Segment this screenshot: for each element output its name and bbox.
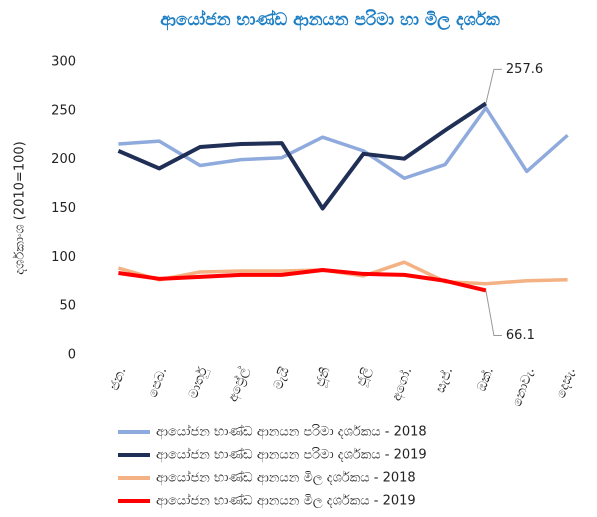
x-tick-label: දෙසැ. — [554, 365, 579, 400]
legend-label: ආයෝජන භාණ්ඩ ආනයන පරිමා දර්ශකය - 2018 — [156, 423, 427, 439]
x-tick-label: මැයි — [271, 365, 293, 392]
series-line — [118, 268, 487, 293]
x-tick-label: ජූලි — [354, 365, 375, 388]
x-tick-label: අප්‍රේල් — [225, 365, 252, 404]
x-tick-label: ඔක්. — [473, 365, 496, 393]
y-tick-label: 200 — [51, 152, 76, 167]
y-tick-label: 50 — [59, 299, 76, 314]
callout-line — [485, 68, 502, 104]
x-tick-label: ජන. — [107, 365, 129, 392]
y-tick-label: 100 — [51, 250, 76, 265]
data-label: 66.1 — [506, 328, 535, 343]
callout-line — [485, 290, 502, 336]
y-tick-label: 150 — [51, 201, 76, 216]
x-tick-label: පෙබ. — [146, 365, 171, 399]
x-tick-label: සැප්. — [432, 365, 456, 395]
legend-label: ආයෝජන භාණ්ඩ ආනයන මිල දර්ශකය - 2019 — [156, 492, 416, 508]
y-tick-label: 300 — [51, 55, 76, 70]
x-tick-label: අගෝ. — [388, 365, 415, 403]
y-tick-label: 250 — [51, 103, 76, 118]
y-axis-label: දර්ශකාංශ (2010=100) — [12, 141, 28, 274]
y-tick-label: 0 — [68, 348, 76, 363]
data-label: 257.6 — [506, 62, 543, 77]
series-line — [117, 101, 488, 211]
legend-label: ආයෝජන භාණ්ඩ ආනයන මිල දර්ශකය - 2018 — [156, 469, 416, 485]
chart-title: ආයෝජන භාණ්ඩ ආනයන පරිමා හා මිල දර්ශක — [160, 9, 500, 31]
x-tick-label: මාර්තු — [185, 365, 211, 401]
legend-label: ආයෝජන භාණ්ඩ ආනයන පරිමා දර්ශකය - 2019 — [156, 446, 427, 462]
x-tick-label: නොවැ. — [510, 365, 538, 408]
x-tick-label: ජූනි — [313, 365, 334, 389]
series-line — [118, 106, 569, 180]
